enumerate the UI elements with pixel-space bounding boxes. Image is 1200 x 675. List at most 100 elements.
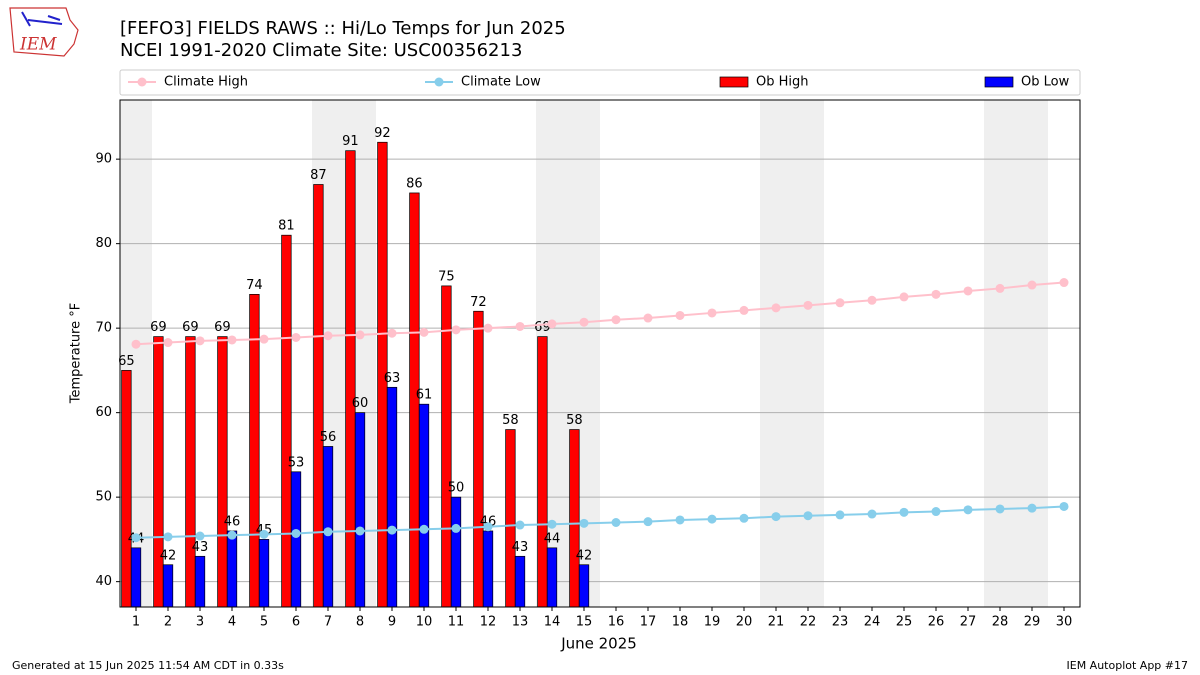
bar bbox=[281, 234, 292, 608]
data-label: 74 bbox=[246, 278, 263, 293]
line-marker bbox=[867, 295, 877, 305]
x-tick-label: 28 bbox=[992, 615, 1009, 630]
footer-left: Generated at 15 Jun 2025 11:54 AM CDT in… bbox=[12, 659, 284, 672]
x-tick-label: 27 bbox=[960, 615, 977, 630]
line-marker bbox=[1027, 503, 1037, 513]
bar bbox=[578, 564, 590, 608]
weekend-shade bbox=[760, 100, 792, 607]
legend-swatch bbox=[719, 76, 749, 88]
data-label: 92 bbox=[374, 126, 391, 141]
line-marker bbox=[195, 531, 205, 541]
bar bbox=[546, 547, 558, 608]
x-tick-label: 15 bbox=[576, 615, 593, 630]
x-tick-label: 13 bbox=[512, 615, 529, 630]
x-tick-label: 30 bbox=[1056, 615, 1073, 630]
x-tick-label: 23 bbox=[832, 615, 849, 630]
line-marker bbox=[227, 530, 237, 540]
data-label: 58 bbox=[566, 413, 583, 428]
x-tick-label: 8 bbox=[356, 615, 364, 630]
bar bbox=[153, 336, 164, 608]
x-tick-label: 22 bbox=[800, 615, 817, 630]
bar bbox=[194, 555, 206, 608]
bar bbox=[354, 412, 366, 608]
line-marker bbox=[771, 303, 781, 313]
legend-swatch bbox=[434, 77, 444, 87]
line-marker bbox=[995, 283, 1005, 293]
bar bbox=[537, 336, 548, 608]
data-label: 44 bbox=[544, 531, 561, 546]
data-label: 43 bbox=[512, 540, 529, 555]
bar bbox=[418, 403, 430, 608]
y-tick-label: 80 bbox=[95, 236, 112, 251]
bar bbox=[569, 429, 580, 608]
line-marker bbox=[227, 335, 237, 345]
chart-title: [FEFO3] FIELDS RAWS :: Hi/Lo Temps for J… bbox=[120, 18, 566, 39]
data-label: 61 bbox=[416, 388, 433, 403]
line-marker bbox=[771, 512, 781, 522]
x-tick-label: 20 bbox=[736, 615, 753, 630]
line-marker bbox=[995, 504, 1005, 514]
line-marker bbox=[1059, 501, 1069, 511]
line-marker bbox=[323, 527, 333, 537]
bar bbox=[249, 294, 260, 608]
line-marker bbox=[963, 286, 973, 296]
bar bbox=[505, 429, 516, 608]
data-label: 50 bbox=[448, 481, 465, 496]
logo-outline bbox=[9, 7, 79, 57]
logo-icon bbox=[21, 11, 63, 27]
chart-subtitle: NCEI 1991-2020 Climate Site: USC00356213 bbox=[120, 40, 522, 61]
line-marker bbox=[1059, 278, 1069, 288]
line-marker bbox=[483, 522, 493, 532]
bar bbox=[473, 310, 484, 608]
line-marker bbox=[163, 532, 173, 542]
bar bbox=[162, 564, 174, 608]
line bbox=[135, 505, 1065, 539]
bar bbox=[345, 150, 356, 608]
data-label: 91 bbox=[342, 134, 359, 149]
x-tick-label: 4 bbox=[228, 615, 236, 630]
bar bbox=[290, 471, 302, 608]
line-marker bbox=[835, 298, 845, 308]
x-axis-label: June 2025 bbox=[560, 635, 637, 653]
bar bbox=[185, 336, 196, 608]
data-label: 60 bbox=[352, 396, 369, 411]
data-label: 56 bbox=[320, 430, 337, 445]
legend-label: Climate Low bbox=[461, 75, 541, 90]
line-marker bbox=[675, 515, 685, 525]
data-label: 69 bbox=[182, 320, 199, 335]
x-tick-label: 6 bbox=[292, 615, 300, 630]
x-tick-label: 29 bbox=[1024, 615, 1041, 630]
legend-swatch bbox=[137, 77, 147, 87]
x-tick-label: 19 bbox=[704, 615, 721, 630]
line bbox=[135, 281, 1065, 346]
line-marker bbox=[515, 321, 525, 331]
bar bbox=[313, 184, 324, 608]
line-marker bbox=[355, 526, 365, 536]
line-marker bbox=[579, 518, 589, 528]
bar bbox=[130, 547, 142, 608]
x-tick-label: 21 bbox=[768, 615, 785, 630]
bar bbox=[217, 336, 228, 608]
line-marker bbox=[547, 319, 557, 329]
weekend-shade bbox=[1016, 100, 1048, 607]
line-marker bbox=[547, 519, 557, 529]
y-tick-label: 60 bbox=[95, 405, 112, 420]
logo-text: IEM bbox=[19, 35, 57, 55]
legend-label: Climate High bbox=[164, 75, 248, 90]
line-marker bbox=[643, 313, 653, 323]
line-marker bbox=[611, 315, 621, 325]
line-marker bbox=[803, 300, 813, 310]
x-tick-label: 14 bbox=[544, 615, 561, 630]
y-axis-label: Temperature °F bbox=[69, 303, 84, 404]
data-label: 81 bbox=[278, 219, 295, 234]
x-tick-label: 10 bbox=[416, 615, 433, 630]
data-label: 69 bbox=[150, 320, 167, 335]
legend-swatch bbox=[984, 76, 1014, 88]
data-label: 87 bbox=[310, 168, 327, 183]
line-marker bbox=[707, 514, 717, 524]
bar bbox=[386, 386, 398, 608]
line-marker bbox=[387, 328, 397, 338]
x-tick-label: 18 bbox=[672, 615, 689, 630]
x-tick-label: 17 bbox=[640, 615, 657, 630]
y-tick-label: 90 bbox=[95, 152, 112, 167]
